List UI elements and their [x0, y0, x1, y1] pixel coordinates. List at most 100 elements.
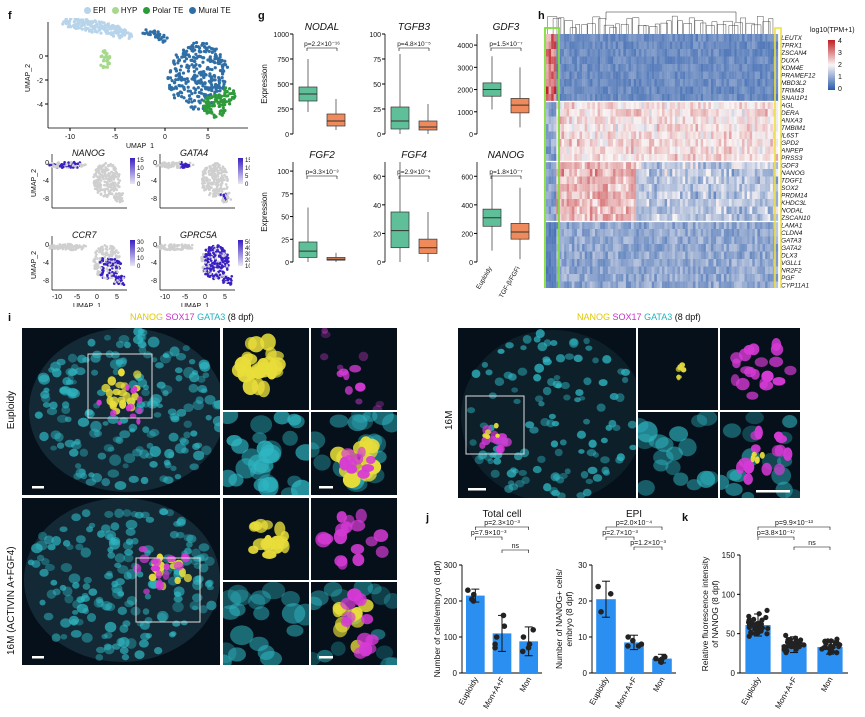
heatmap-cell — [643, 56, 647, 65]
heatmap-cell — [659, 124, 663, 132]
heatmap-cell — [646, 191, 650, 200]
heatmap-cell — [610, 41, 614, 50]
heatmap-cell — [736, 251, 740, 260]
heatmap-cell — [587, 206, 590, 215]
heatmap-cell — [620, 206, 624, 215]
feature-point — [215, 168, 218, 171]
heatmap-cell — [566, 34, 570, 42]
umap-point — [99, 63, 103, 67]
heatmap-cell — [765, 34, 768, 42]
heatmap-cell — [734, 244, 737, 252]
heatmap-cell — [631, 206, 634, 215]
feature-point — [213, 262, 217, 266]
heatmap-cell — [636, 244, 639, 252]
heatmap-cell — [674, 214, 678, 222]
heatmap-cell — [726, 236, 730, 245]
heatmap-cell — [739, 229, 743, 237]
umap-point — [202, 99, 206, 103]
umap-point — [180, 94, 184, 99]
heatmap-cell — [546, 86, 549, 95]
heatmap-cell — [587, 229, 590, 237]
y-tick-label: 40 — [373, 203, 381, 210]
heatmap-cell — [600, 56, 603, 65]
heatmap-cell — [708, 79, 712, 87]
feature-point — [211, 261, 214, 265]
heatmap-cell — [654, 71, 657, 80]
heatmap-cell — [669, 49, 673, 57]
color-scale-label: 10 — [137, 166, 144, 172]
y-tick-label: 0 — [285, 132, 289, 139]
heatmap-cell — [656, 251, 660, 260]
feature-point — [224, 275, 228, 279]
heatmap-cell — [556, 191, 560, 200]
heatmap-cell — [667, 221, 670, 230]
umap-point — [192, 69, 196, 74]
heatmap-cell — [582, 199, 585, 207]
heatmap-cell — [687, 94, 691, 102]
heatmap-cell — [757, 86, 761, 95]
heatmap-cell — [602, 101, 606, 110]
y-tick-label: -4 — [43, 260, 49, 267]
heatmap-cell — [641, 124, 645, 132]
feature-point — [121, 282, 124, 285]
heatmap-cell — [656, 176, 660, 185]
heatmap-cell — [716, 101, 719, 110]
heatmap-cell — [613, 214, 616, 222]
umap-point — [88, 23, 92, 27]
feature-point — [223, 187, 226, 191]
feature-point — [113, 250, 116, 254]
heatmap-cell — [607, 154, 611, 162]
heatmap-cell — [749, 64, 753, 72]
heatmap-cell — [576, 199, 580, 207]
heatmap-cell — [649, 139, 652, 147]
heatmap-cell — [698, 131, 701, 140]
heatmap-cell — [553, 244, 557, 252]
heatmap-cell — [736, 184, 740, 192]
heatmap-cell — [551, 124, 554, 132]
heatmap-cell — [600, 71, 603, 80]
heatmap-cell — [710, 56, 714, 65]
dendrogram-branch — [677, 20, 683, 34]
heatmap-cell — [705, 229, 709, 237]
y-tick-label: 750 — [277, 57, 289, 64]
umap-point — [178, 77, 182, 81]
heatmap-cell — [558, 79, 562, 87]
umap-point — [172, 59, 176, 64]
box-euploidy — [390, 106, 410, 130]
heatmap-cell — [700, 56, 704, 65]
heatmap-cell — [759, 124, 763, 132]
heatmap-cell — [620, 184, 624, 192]
heatmap-cell — [713, 214, 717, 222]
heatmap-cell — [726, 206, 730, 215]
heatmap-cell — [721, 161, 725, 170]
heatmap-cell — [556, 169, 560, 177]
heatmap-cell — [677, 56, 681, 65]
color-scale-label: 20 — [137, 248, 144, 254]
feature-point — [224, 169, 227, 172]
heatmap-cell — [649, 229, 652, 237]
heatmap-cell — [636, 191, 639, 200]
umap-point — [119, 29, 123, 33]
heatmap-cell — [564, 191, 567, 200]
heatmap-cell — [615, 124, 619, 132]
heatmap-cell — [710, 191, 714, 200]
heatmap-cell — [587, 161, 590, 170]
heatmap-cell — [564, 109, 567, 117]
heatmap-cell — [649, 184, 652, 192]
heatmap-cell — [703, 101, 706, 110]
umap-point — [197, 46, 202, 50]
heatmap-cell — [589, 244, 593, 252]
heatmap-cell — [721, 199, 725, 207]
heatmap-cell — [736, 176, 740, 185]
heatmap-cell — [705, 221, 709, 230]
heatmap-cell — [682, 214, 686, 222]
heatmap-cell — [667, 79, 670, 87]
heatmap-cell — [674, 79, 678, 87]
heatmap-cell — [713, 251, 717, 260]
heatmap-cell — [716, 49, 719, 57]
heatmap-cell — [553, 161, 557, 170]
heatmap-cell — [656, 184, 660, 192]
heatmap-cell — [589, 56, 593, 65]
heatmap-cell — [767, 244, 771, 252]
heatmap-cell — [664, 64, 668, 72]
